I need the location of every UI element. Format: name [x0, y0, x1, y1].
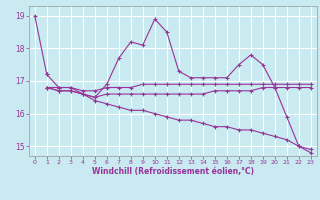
X-axis label: Windchill (Refroidissement éolien,°C): Windchill (Refroidissement éolien,°C): [92, 167, 254, 176]
